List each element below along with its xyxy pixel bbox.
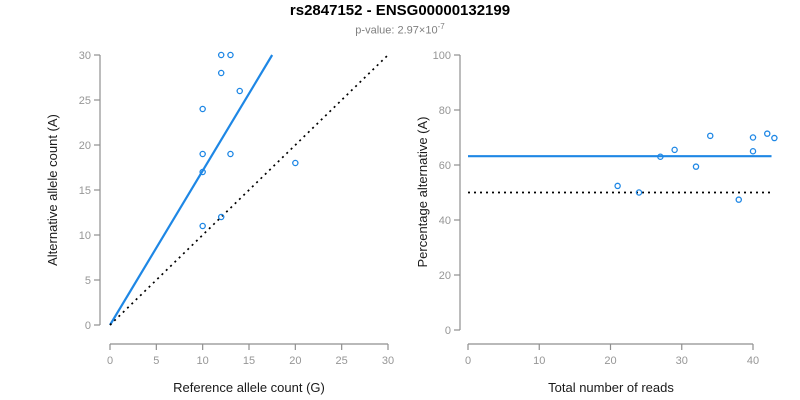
y-tick-label: 15 bbox=[79, 185, 91, 197]
y-tick-label: 100 bbox=[433, 50, 451, 62]
data-point bbox=[771, 134, 778, 142]
data-point bbox=[671, 146, 678, 154]
x-tick-label: 20 bbox=[604, 355, 616, 367]
data-point bbox=[217, 51, 225, 59]
x-tick-label: 5 bbox=[153, 355, 159, 367]
y-tick-label: 25 bbox=[79, 95, 91, 107]
regression-line bbox=[109, 54, 274, 326]
y-tick-label: 5 bbox=[85, 275, 91, 287]
data-point bbox=[199, 222, 206, 230]
x-tick-label: 15 bbox=[243, 355, 255, 367]
data-point bbox=[292, 159, 299, 167]
y-tick-label: 80 bbox=[439, 105, 451, 117]
y-tick-label: 30 bbox=[79, 50, 91, 62]
y-tick-label: 0 bbox=[445, 325, 451, 337]
y-tick-label: 40 bbox=[439, 215, 451, 227]
x-tick-label: 0 bbox=[107, 355, 113, 367]
data-point bbox=[692, 163, 700, 170]
x-axis-title: Total number of reads bbox=[548, 380, 674, 395]
x-axis-title: Reference allele count (G) bbox=[173, 380, 325, 395]
x-tick-label: 30 bbox=[676, 355, 688, 367]
data-point bbox=[199, 105, 206, 113]
x-tick-label: 30 bbox=[382, 355, 394, 367]
data-point bbox=[217, 213, 225, 221]
allele-count-panel: 0 5 10 15 20 25 30 0 5 10 15 20 25 30 Reference allele… bbox=[45, 50, 394, 395]
data-point bbox=[764, 130, 771, 137]
y-tick-label: 0 bbox=[85, 320, 91, 332]
data-point bbox=[707, 132, 714, 140]
y-tick-label: 20 bbox=[79, 140, 91, 152]
y-tick-label: 10 bbox=[79, 230, 91, 242]
identity-line bbox=[109, 54, 389, 326]
percentage-panel: 0 20 40 60 80 100 0 10 20 30 40 Total number of rea… bbox=[415, 50, 778, 395]
x-tick-label: 10 bbox=[197, 355, 209, 367]
x-tick-label: 10 bbox=[533, 355, 545, 367]
data-point bbox=[227, 150, 234, 158]
y-tick-label: 20 bbox=[439, 270, 451, 282]
data-point bbox=[749, 134, 757, 141]
x-tick-label: 0 bbox=[465, 355, 471, 367]
data-point bbox=[735, 196, 743, 203]
data-point bbox=[199, 150, 206, 158]
data-point bbox=[614, 182, 621, 190]
x-tick-label: 20 bbox=[289, 355, 301, 367]
data-point bbox=[749, 147, 757, 155]
data-point bbox=[657, 153, 664, 160]
data-point bbox=[635, 189, 643, 196]
data-point bbox=[199, 168, 206, 176]
data-point bbox=[236, 87, 243, 95]
y-axis-title: Percentage alternative (A) bbox=[415, 116, 430, 267]
x-tick-label: 40 bbox=[747, 355, 759, 367]
data-point bbox=[227, 51, 234, 59]
data-point bbox=[217, 69, 225, 77]
x-tick-label: 25 bbox=[336, 355, 348, 367]
y-axis-title: Alternative allele count (A) bbox=[45, 114, 60, 266]
y-tick-label: 60 bbox=[439, 160, 451, 172]
